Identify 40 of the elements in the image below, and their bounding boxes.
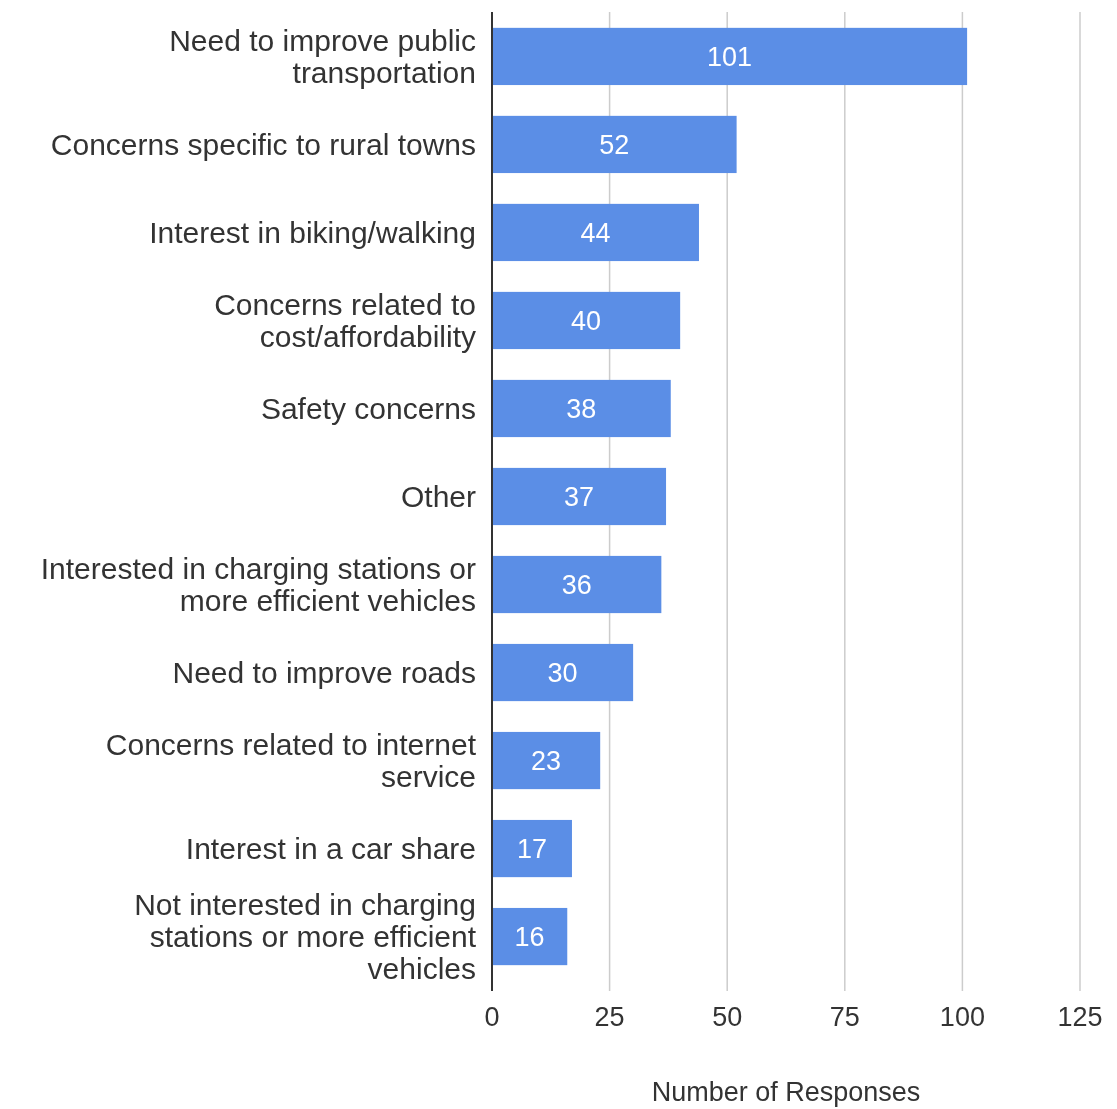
bar [492, 555, 662, 614]
y-tick-label: Other [400, 480, 477, 513]
bar [492, 27, 968, 86]
y-tick-label: Need to improve public transportation [169, 23, 476, 89]
data-label: 38 [566, 393, 597, 424]
bar [492, 203, 699, 262]
data-label: 17 [516, 833, 548, 864]
x-tick-label: 125 [1057, 1002, 1103, 1032]
bar [492, 907, 568, 966]
data-label: 23 [531, 745, 562, 776]
data-label: 40 [571, 305, 602, 336]
y-tick-label: Not interested in charging stations or more efficient vehicles [134, 888, 477, 986]
y-tick-label: Interested in charging stations or more efficient vehicles [40, 552, 477, 618]
y-tick-label: Concerns related to internet service [105, 728, 477, 794]
data-label: 36 [561, 569, 592, 600]
y-tick-label: Interest in a car share [185, 832, 476, 866]
data-label: 44 [580, 217, 611, 248]
x-tick-label: 25 [594, 1002, 625, 1032]
x-axis-title: Number of Responses [651, 1077, 921, 1107]
data-label: 52 [599, 129, 630, 160]
y-tick-label: Concerns specific to rural towns [50, 127, 476, 161]
y-tick-label: Concerns related to cost/affordability [214, 287, 476, 353]
bar [492, 379, 671, 438]
x-tick-label: 50 [712, 1002, 743, 1032]
bar [492, 731, 601, 790]
y-tick-label: Interest in biking/walking [149, 215, 476, 249]
y-tick-label: Need to improve roads [172, 656, 476, 690]
bar [492, 291, 681, 350]
bar [492, 643, 634, 702]
bar [492, 115, 737, 174]
x-tick-label: 0 [484, 1002, 500, 1032]
data-label: 16 [514, 922, 545, 952]
y-tick-label: Safety concerns [260, 391, 476, 425]
x-tick-label: 75 [829, 1002, 860, 1032]
x-tick-label: 100 [939, 1002, 985, 1032]
bar [492, 819, 572, 878]
bar [492, 467, 667, 526]
data-label: 101 [707, 41, 753, 72]
data-label: 37 [564, 481, 595, 512]
data-label: 30 [547, 657, 578, 688]
